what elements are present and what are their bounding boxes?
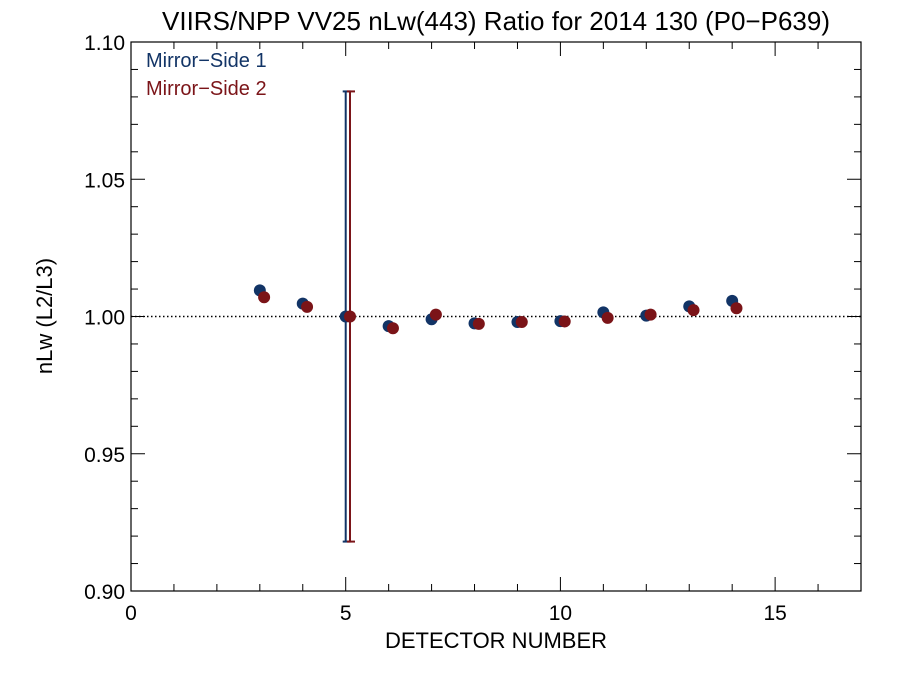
data-point-series-2 [601, 311, 614, 324]
data-point-series-2 [344, 310, 356, 323]
legend: Mirror−Side 1 Mirror−Side 2 [146, 50, 267, 100]
y-tick-label: 1.05 [84, 169, 125, 192]
data-point-series-2 [472, 317, 485, 330]
ticks-layer: 0 5 10 15 0.90 0.95 1.00 1.05 1.10 [84, 32, 861, 625]
x-tick-label: 15 [763, 602, 786, 625]
legend-entry-1: Mirror−Side 1 [146, 50, 267, 72]
plot-frame [130, 41, 862, 592]
data-point-series-2 [515, 315, 528, 328]
legend-entry-2: Mirror−Side 2 [146, 78, 267, 100]
data-point-series-2 [258, 291, 271, 304]
data-point-series-2 [429, 308, 442, 321]
x-tick-label: 10 [549, 602, 572, 625]
y-axis-label: nLw (L2/L3) [32, 258, 57, 374]
y-tick-label: 0.90 [84, 581, 125, 604]
x-axis-label: DETECTOR NUMBER [385, 628, 607, 653]
points-layer [253, 284, 743, 335]
data-point-series-2 [730, 302, 743, 315]
data-point-series-2 [644, 308, 657, 321]
y-tick-label: 1.00 [84, 307, 125, 330]
y-tick-label: 0.95 [84, 444, 125, 467]
data-point-series-2 [558, 315, 571, 328]
x-tick-label: 0 [125, 602, 137, 625]
data-point-series-2 [386, 322, 399, 335]
chart-title: VIIRS/NPP VV25 nLw(443) Ratio for 2014 1… [162, 6, 830, 36]
y-tick-label: 1.10 [84, 32, 125, 55]
data-point-series-2 [301, 300, 314, 313]
x-tick-label: 5 [340, 602, 352, 625]
data-point-series-2 [687, 304, 700, 317]
